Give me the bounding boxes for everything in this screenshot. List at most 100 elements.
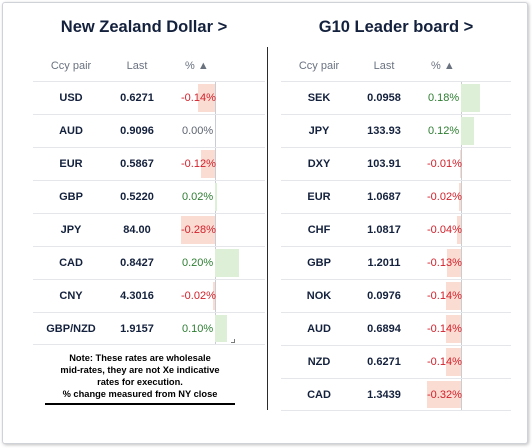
ccy-pair-cell: DXY <box>307 158 331 170</box>
table-row[interactable]: JPY 84.00 -0.28% <box>33 213 265 246</box>
pct-change-bar <box>446 282 461 310</box>
pct-change-value: -0.02% <box>427 191 462 203</box>
pct-change-value: 0.00% <box>182 125 214 137</box>
pct-change-value: -0.28% <box>181 224 216 236</box>
g10-panel-title-link[interactable]: G10 Leader board > <box>318 18 474 36</box>
nzd-panel-title-link[interactable]: New Zealand Dollar > <box>60 18 228 36</box>
last-rate-cell: 103.91 <box>367 158 401 170</box>
table-row[interactable]: GBP/NZD 1.9157 0.10% <box>33 312 265 345</box>
pct-change-value: -0.14% <box>181 92 216 104</box>
note-line: % change measured from NY close <box>62 389 218 399</box>
table-row[interactable]: AUD 0.9096 0.00% <box>33 114 265 147</box>
note-line: Note: These rates are wholesale <box>69 353 211 363</box>
ccy-pair-cell: USD <box>59 92 83 104</box>
last-rate-cell: 0.8427 <box>120 257 154 269</box>
last-rate-cell: 0.6894 <box>367 323 401 335</box>
pct-change-bar <box>446 315 461 343</box>
table-row[interactable]: NOK 0.0976 -0.14% <box>281 279 511 312</box>
pct-change-cell: -0.02% <box>411 181 511 213</box>
nzd-table-header: Ccy pair Last % ▲ <box>33 51 265 81</box>
table-row[interactable]: CHF 1.0817 -0.04% <box>281 213 511 246</box>
col-header-ccy-pair[interactable]: Ccy pair <box>298 60 340 72</box>
ccy-pair-cell: GBP/NZD <box>46 322 96 335</box>
g10-table-header: Ccy pair Last % ▲ <box>281 51 511 81</box>
table-row[interactable]: GBP 0.5220 0.02% <box>33 180 265 213</box>
last-rate-cell: 133.93 <box>367 125 401 137</box>
zero-line <box>461 346 462 378</box>
ccy-pair-cell: SEK <box>307 92 331 104</box>
ccy-pair-cell: CNY <box>59 290 83 302</box>
pct-change-value: 0.10% <box>182 322 214 335</box>
last-rate-cell: 1.3439 <box>367 388 401 401</box>
widget-frame: New Zealand Dollar > Ccy pair Last % ▲ U… <box>2 2 528 444</box>
last-rate-cell: 84.00 <box>123 224 151 236</box>
pct-change-bar <box>461 84 480 112</box>
pct-change-cell: 0.18% <box>411 82 511 114</box>
zero-line <box>461 313 462 345</box>
table-row[interactable]: CNY 4.3016 -0.02% <box>33 279 265 312</box>
resize-handle-icon[interactable] <box>231 339 235 343</box>
table-row[interactable]: CAD 0.8427 0.20% <box>33 246 265 279</box>
table-row[interactable]: CAD 1.3439 -0.32% <box>281 378 511 411</box>
rates-disclaimer-note: Note: These rates are wholesale mid-rate… <box>45 352 235 405</box>
g10-panel: G10 Leader board > Ccy pair Last % ▲ SEK… <box>281 3 511 411</box>
last-rate-cell: 0.0958 <box>367 92 401 104</box>
last-rate-cell: 4.3016 <box>120 290 154 302</box>
ccy-pair-cell: EUR <box>307 191 331 203</box>
table-row[interactable]: SEK 0.0958 0.18% <box>281 81 511 114</box>
g10-table-body: SEK 0.0958 0.18% JPY 133.93 0.12% DXY 103.91 -0.… <box>281 81 511 411</box>
ccy-pair-cell: JPY <box>308 125 330 137</box>
table-row[interactable]: NZD 0.6271 -0.14% <box>281 345 511 378</box>
zero-line <box>215 115 216 147</box>
pct-change-value: -0.01% <box>427 158 462 170</box>
table-row[interactable]: JPY 133.93 0.12% <box>281 114 511 147</box>
zero-line <box>215 148 216 180</box>
pct-change-cell: -0.04% <box>411 214 511 246</box>
col-header-last[interactable]: Last <box>373 60 395 72</box>
col-header-pct-sort[interactable]: % ▲ <box>431 60 455 72</box>
pct-change-value: 0.20% <box>182 257 214 269</box>
pct-change-bar <box>215 249 239 277</box>
table-row[interactable]: GBP 1.2011 -0.13% <box>281 246 511 279</box>
col-header-pct-sort[interactable]: % ▲ <box>185 60 209 72</box>
last-rate-cell: 1.0687 <box>367 191 401 203</box>
pct-change-cell: 0.10% <box>165 313 265 344</box>
pct-change-bar <box>215 315 227 342</box>
pct-change-cell: -0.13% <box>411 247 511 279</box>
zero-line <box>461 379 462 410</box>
pct-change-cell: -0.14% <box>411 313 511 345</box>
last-rate-cell: 1.0817 <box>367 224 401 236</box>
pct-change-cell: -0.32% <box>411 379 511 410</box>
ccy-pair-cell: AUD <box>59 125 83 137</box>
pct-change-value: -0.14% <box>427 323 462 335</box>
last-rate-cell: 0.0976 <box>367 290 401 302</box>
zero-line <box>215 280 216 312</box>
pct-change-value: 0.12% <box>428 125 460 137</box>
table-row[interactable]: USD 0.6271 -0.14% <box>33 81 265 114</box>
pct-change-value: 0.02% <box>182 191 214 203</box>
ccy-pair-cell: CAD <box>59 257 83 269</box>
zero-line <box>215 82 216 114</box>
pct-change-value: -0.14% <box>427 356 462 368</box>
pct-change-cell: -0.14% <box>165 82 265 114</box>
last-rate-cell: 1.2011 <box>367 257 401 269</box>
ccy-pair-cell: AUD <box>307 323 331 335</box>
col-header-ccy-pair[interactable]: Ccy pair <box>50 60 92 72</box>
pct-change-value: -0.14% <box>427 290 462 302</box>
last-rate-cell: 0.6271 <box>120 92 154 104</box>
note-line: mid-rates, they are not Xe indicative <box>60 365 220 375</box>
ccy-pair-cell: GBP <box>59 191 83 203</box>
table-row[interactable]: EUR 1.0687 -0.02% <box>281 180 511 213</box>
table-row[interactable]: AUD 0.6894 -0.14% <box>281 312 511 345</box>
table-row[interactable]: DXY 103.91 -0.01% <box>281 147 511 180</box>
col-header-last[interactable]: Last <box>126 60 148 72</box>
pct-change-cell: -0.01% <box>411 148 511 180</box>
pct-change-bar <box>459 150 461 178</box>
pct-change-cell: -0.12% <box>165 148 265 180</box>
pct-change-cell: 0.12% <box>411 115 511 147</box>
last-rate-cell: 0.6271 <box>367 356 401 368</box>
last-rate-cell: 1.9157 <box>120 322 154 335</box>
table-row[interactable]: EUR 0.5867 -0.12% <box>33 147 265 180</box>
ccy-pair-cell: JPY <box>60 224 82 236</box>
pct-change-cell: 0.02% <box>165 181 265 213</box>
